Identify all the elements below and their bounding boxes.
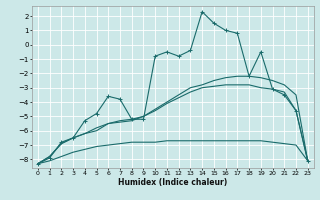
X-axis label: Humidex (Indice chaleur): Humidex (Indice chaleur) [118, 178, 228, 187]
